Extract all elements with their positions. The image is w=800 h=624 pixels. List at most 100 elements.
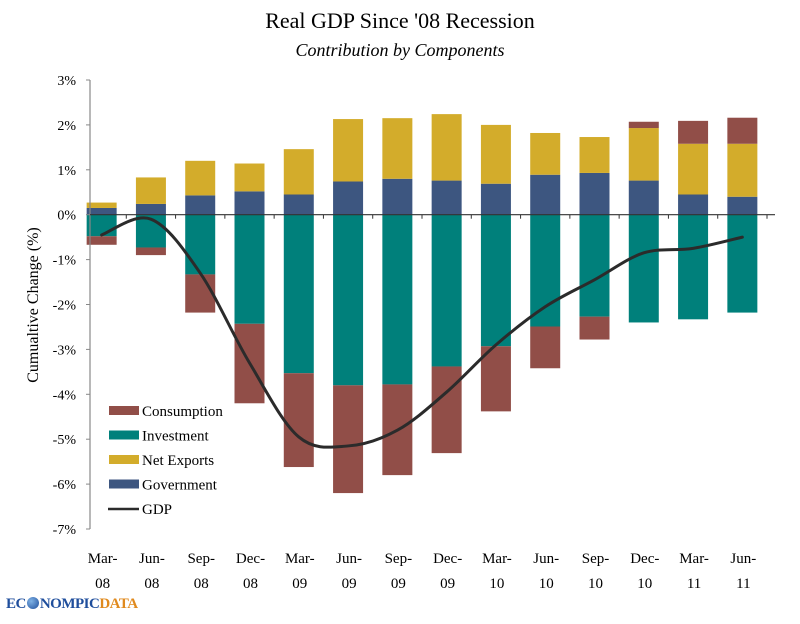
bar-consumption	[431, 366, 462, 454]
x-tick-label-line1: Sep-	[582, 551, 610, 567]
x-tick-label-line2: 08	[243, 576, 258, 592]
bar-net-exports	[431, 114, 462, 181]
bar-government	[480, 183, 511, 215]
x-tick-label-line2: 10	[489, 576, 504, 592]
bar-consumption	[480, 346, 511, 412]
bar-government	[333, 181, 364, 215]
gdp-line	[100, 216, 744, 449]
bar-consumption	[86, 236, 117, 245]
bar-government	[727, 196, 758, 215]
legend-swatch-net-exports	[109, 455, 139, 464]
chart-subtitle: Contribution by Components	[295, 40, 505, 60]
legend-swatch-consumption	[109, 406, 139, 415]
y-tick-label: -3%	[53, 343, 77, 358]
y-tick-label: 2%	[57, 119, 76, 134]
bar-investment	[234, 214, 265, 324]
x-tick-label-line1: Mar-	[482, 551, 512, 567]
x-tick-label-line1: Mar-	[88, 551, 118, 567]
x-tick-label-line1: Jun-	[533, 551, 559, 567]
bar-consumption	[333, 385, 364, 494]
legend-label-consumption: Consumption	[142, 404, 223, 420]
y-tick-label: 1%	[57, 164, 76, 179]
bar-government	[234, 191, 265, 215]
bar-investment	[579, 214, 610, 317]
x-tick-label-line2: 10	[588, 576, 603, 592]
bar-investment	[480, 214, 511, 347]
y-tick-label: -4%	[53, 388, 77, 403]
x-tick-label-line1: Mar-	[679, 551, 709, 567]
y-tick-label: 3%	[57, 74, 76, 89]
legend-swatch-government	[109, 479, 139, 489]
x-tick-label-line2: 09	[292, 576, 307, 592]
bar-net-exports	[333, 119, 364, 182]
y-axis-label: Cumualtive Change (%)	[25, 227, 42, 383]
bar-net-exports	[283, 149, 314, 195]
bar-consumption	[185, 274, 216, 313]
bar-investment	[727, 214, 758, 313]
y-tick-label: -1%	[53, 254, 77, 269]
x-tick-label-line1: Dec-	[630, 551, 659, 567]
legend-label-gdp: GDP	[142, 502, 172, 518]
bar-investment	[530, 214, 561, 327]
x-tick-label-line2: 08	[194, 576, 209, 592]
globe-icon	[26, 597, 39, 609]
bar-investment	[431, 214, 462, 367]
x-tick-label-line2: 10	[539, 576, 554, 592]
x-tick-label-line2: 10	[637, 576, 652, 592]
y-tick-label: -5%	[53, 433, 77, 448]
y-tick-label: -2%	[53, 299, 77, 314]
bar-net-exports	[727, 143, 758, 197]
legend: Consumption Investment Net Exports Governme…	[108, 404, 223, 518]
bar-government	[86, 207, 117, 215]
y-tick-label: -6%	[53, 478, 77, 493]
legend-label-investment: Investment	[142, 429, 209, 445]
bar-net-exports	[530, 132, 561, 175]
x-tick-label-line1: Jun-	[139, 551, 165, 567]
bar-net-exports	[135, 177, 166, 204]
bar-consumption	[530, 326, 561, 369]
bar-government	[185, 195, 216, 215]
logo-text-data: DATA	[99, 596, 138, 612]
x-tick-label-line2: 09	[342, 576, 357, 592]
bar-net-exports	[579, 137, 610, 173]
legend-label-net-exports: Net Exports	[142, 453, 214, 469]
bar-government	[135, 203, 166, 215]
bar-government	[678, 194, 709, 215]
bar-net-exports	[628, 128, 659, 181]
bar-government	[431, 180, 462, 215]
bar-net-exports	[678, 143, 709, 195]
x-tick-label-line1: Sep-	[385, 551, 413, 567]
bar-net-exports	[86, 202, 117, 208]
legend-label-government: Government	[142, 478, 218, 494]
bar-government	[628, 180, 659, 215]
x-tick-label-line2: 09	[391, 576, 406, 592]
y-tick-label: 0%	[57, 209, 76, 224]
economicdata-logo: EC NOMPICDATA	[6, 596, 138, 613]
bar-government	[382, 178, 413, 215]
bar-consumption	[727, 117, 758, 144]
bar-investment	[185, 214, 216, 275]
x-tick-label-line2: 08	[95, 576, 110, 592]
logo-text-ec: EC	[6, 596, 26, 612]
x-tick-label-line1: Jun-	[730, 551, 756, 567]
bar-investment	[678, 214, 709, 320]
bar-investment	[333, 214, 364, 386]
legend-swatch-investment	[109, 430, 139, 440]
bar-net-exports	[234, 163, 265, 192]
bar-government	[579, 172, 610, 215]
bar-government	[283, 194, 314, 215]
bar-consumption	[678, 120, 709, 144]
x-axis-ticks: Mar- 08 Jun- 08 Sep- 08 Dec- 08 Mar- 09 Jun- 09 Sep-…	[88, 551, 756, 592]
chart-title: Real GDP Since '08 Recession	[265, 8, 535, 33]
bar-net-exports	[480, 124, 511, 184]
bar-consumption	[283, 373, 314, 468]
y-tick-label: -7%	[53, 523, 77, 538]
y-axis-ticks: 3% 2% 1% 0% -1% -2% -3% -4% -5% -6% -7%	[53, 74, 90, 538]
bar-investment	[382, 214, 413, 385]
x-tick-label-line2: 11	[736, 576, 750, 592]
bar-investment	[86, 214, 117, 237]
x-tick-label-line1: Sep-	[187, 551, 215, 567]
bar-net-exports	[382, 118, 413, 179]
x-tick-label-line1: Dec-	[236, 551, 265, 567]
